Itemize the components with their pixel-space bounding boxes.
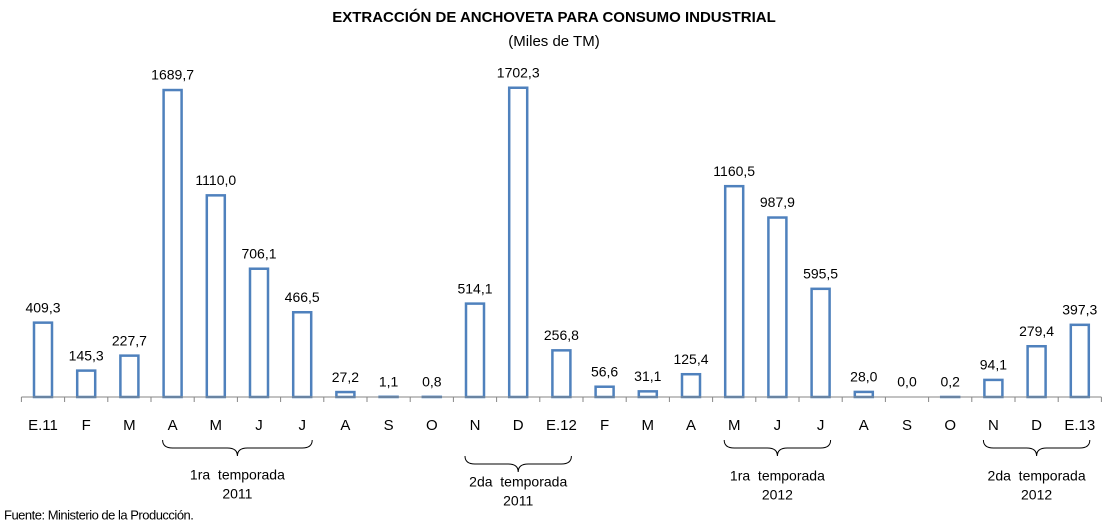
- x-tick-label: A: [686, 417, 696, 434]
- data-label: 1110,0: [195, 172, 236, 188]
- data-label: 94,1: [980, 357, 1007, 373]
- x-tick-label: M: [642, 417, 655, 434]
- annotation: 1ra temporada: [730, 468, 825, 484]
- data-label: 0,2: [940, 374, 960, 390]
- x-tick-label: D: [1031, 417, 1042, 434]
- bar: [291, 311, 313, 399]
- x-tick-label: N: [988, 417, 999, 434]
- x-tick-label: O: [944, 417, 956, 434]
- bar: [810, 287, 831, 399]
- x-tick-label: N: [470, 417, 481, 434]
- annotation: 2012: [762, 487, 793, 503]
- brace: [723, 439, 832, 457]
- x-tick-label: F: [82, 417, 91, 434]
- annotation: 2da temporada: [988, 468, 1086, 484]
- annotation: 2012: [1021, 487, 1052, 503]
- data-label: 227,7: [112, 332, 147, 348]
- data-label: 125,4: [673, 351, 708, 367]
- bar: [119, 354, 140, 399]
- x-tick-label: A: [340, 417, 350, 434]
- data-label: 256,8: [544, 327, 579, 343]
- bar: [464, 302, 486, 399]
- data-label: 514,1: [457, 280, 492, 296]
- x-tick-label: A: [168, 417, 178, 434]
- bar: [594, 385, 615, 399]
- bar: [162, 88, 183, 399]
- data-label: 1689,7: [151, 67, 194, 83]
- x-tick-label: J: [774, 417, 782, 434]
- x-tick-label: S: [384, 417, 394, 434]
- bar: [205, 194, 227, 399]
- bar: [1069, 323, 1091, 399]
- bar: [723, 184, 745, 399]
- bar: [507, 86, 529, 399]
- x-tick-label: A: [859, 417, 869, 434]
- x-tick-label: S: [902, 417, 912, 434]
- bar: [75, 369, 97, 399]
- chart-subtitle: (Miles de TM): [508, 33, 599, 50]
- x-tick-label: J: [255, 417, 263, 434]
- brace: [982, 439, 1091, 457]
- x-tick-label: F: [600, 417, 609, 434]
- x-tick-label: M: [728, 417, 741, 434]
- data-label: 56,6: [591, 363, 618, 379]
- data-label: 1702,3: [497, 64, 540, 80]
- brace: [464, 455, 572, 473]
- data-label: 27,2: [332, 369, 359, 385]
- brace: [162, 439, 313, 457]
- x-tick-label: J: [298, 417, 306, 434]
- x-tick-label: E.12: [546, 417, 577, 434]
- data-label: 1,1: [379, 374, 399, 390]
- bar: [637, 390, 659, 399]
- data-label: 1160,5: [713, 163, 755, 179]
- x-tick-label: O: [426, 417, 438, 434]
- data-label: 279,4: [1019, 323, 1054, 339]
- bar: [248, 267, 270, 399]
- x-tick-label: J: [817, 417, 825, 434]
- bar: [983, 378, 1004, 399]
- annotation: 1ra temporada: [190, 467, 285, 483]
- annotation: 2011: [503, 493, 533, 509]
- data-label: 466,5: [285, 289, 320, 305]
- x-tick-label: M: [210, 417, 223, 434]
- bar: [551, 349, 572, 399]
- data-label: 28,0: [850, 369, 877, 385]
- bar: [1026, 344, 1047, 399]
- x-tick-label: E.11: [28, 417, 58, 434]
- data-label: 0,8: [422, 374, 442, 390]
- data-label: 397,3: [1062, 302, 1097, 318]
- x-tick-label: M: [123, 417, 136, 434]
- x-tick-label: E.13: [1064, 417, 1095, 434]
- source-note: Fuente: Ministerio de la Producción.: [4, 507, 193, 522]
- bar: [767, 216, 788, 399]
- annotation: 2da temporada: [469, 474, 567, 490]
- chart-title: EXTRACCIÓN DE ANCHOVETA PARA CONSUMO IND…: [332, 8, 776, 26]
- bar: [335, 390, 356, 399]
- data-label: 0,0: [897, 374, 917, 390]
- data-label: 987,9: [760, 194, 795, 210]
- data-label: 145,3: [69, 347, 104, 363]
- annotation: 2011: [222, 486, 252, 502]
- data-label: 595,5: [803, 266, 838, 282]
- data-label: 31,1: [634, 368, 661, 384]
- data-label: 706,1: [241, 245, 276, 261]
- bar: [853, 390, 875, 399]
- bar: [32, 321, 54, 399]
- data-label: 409,3: [25, 299, 60, 315]
- bar: [680, 372, 702, 399]
- x-tick-label: D: [513, 417, 524, 434]
